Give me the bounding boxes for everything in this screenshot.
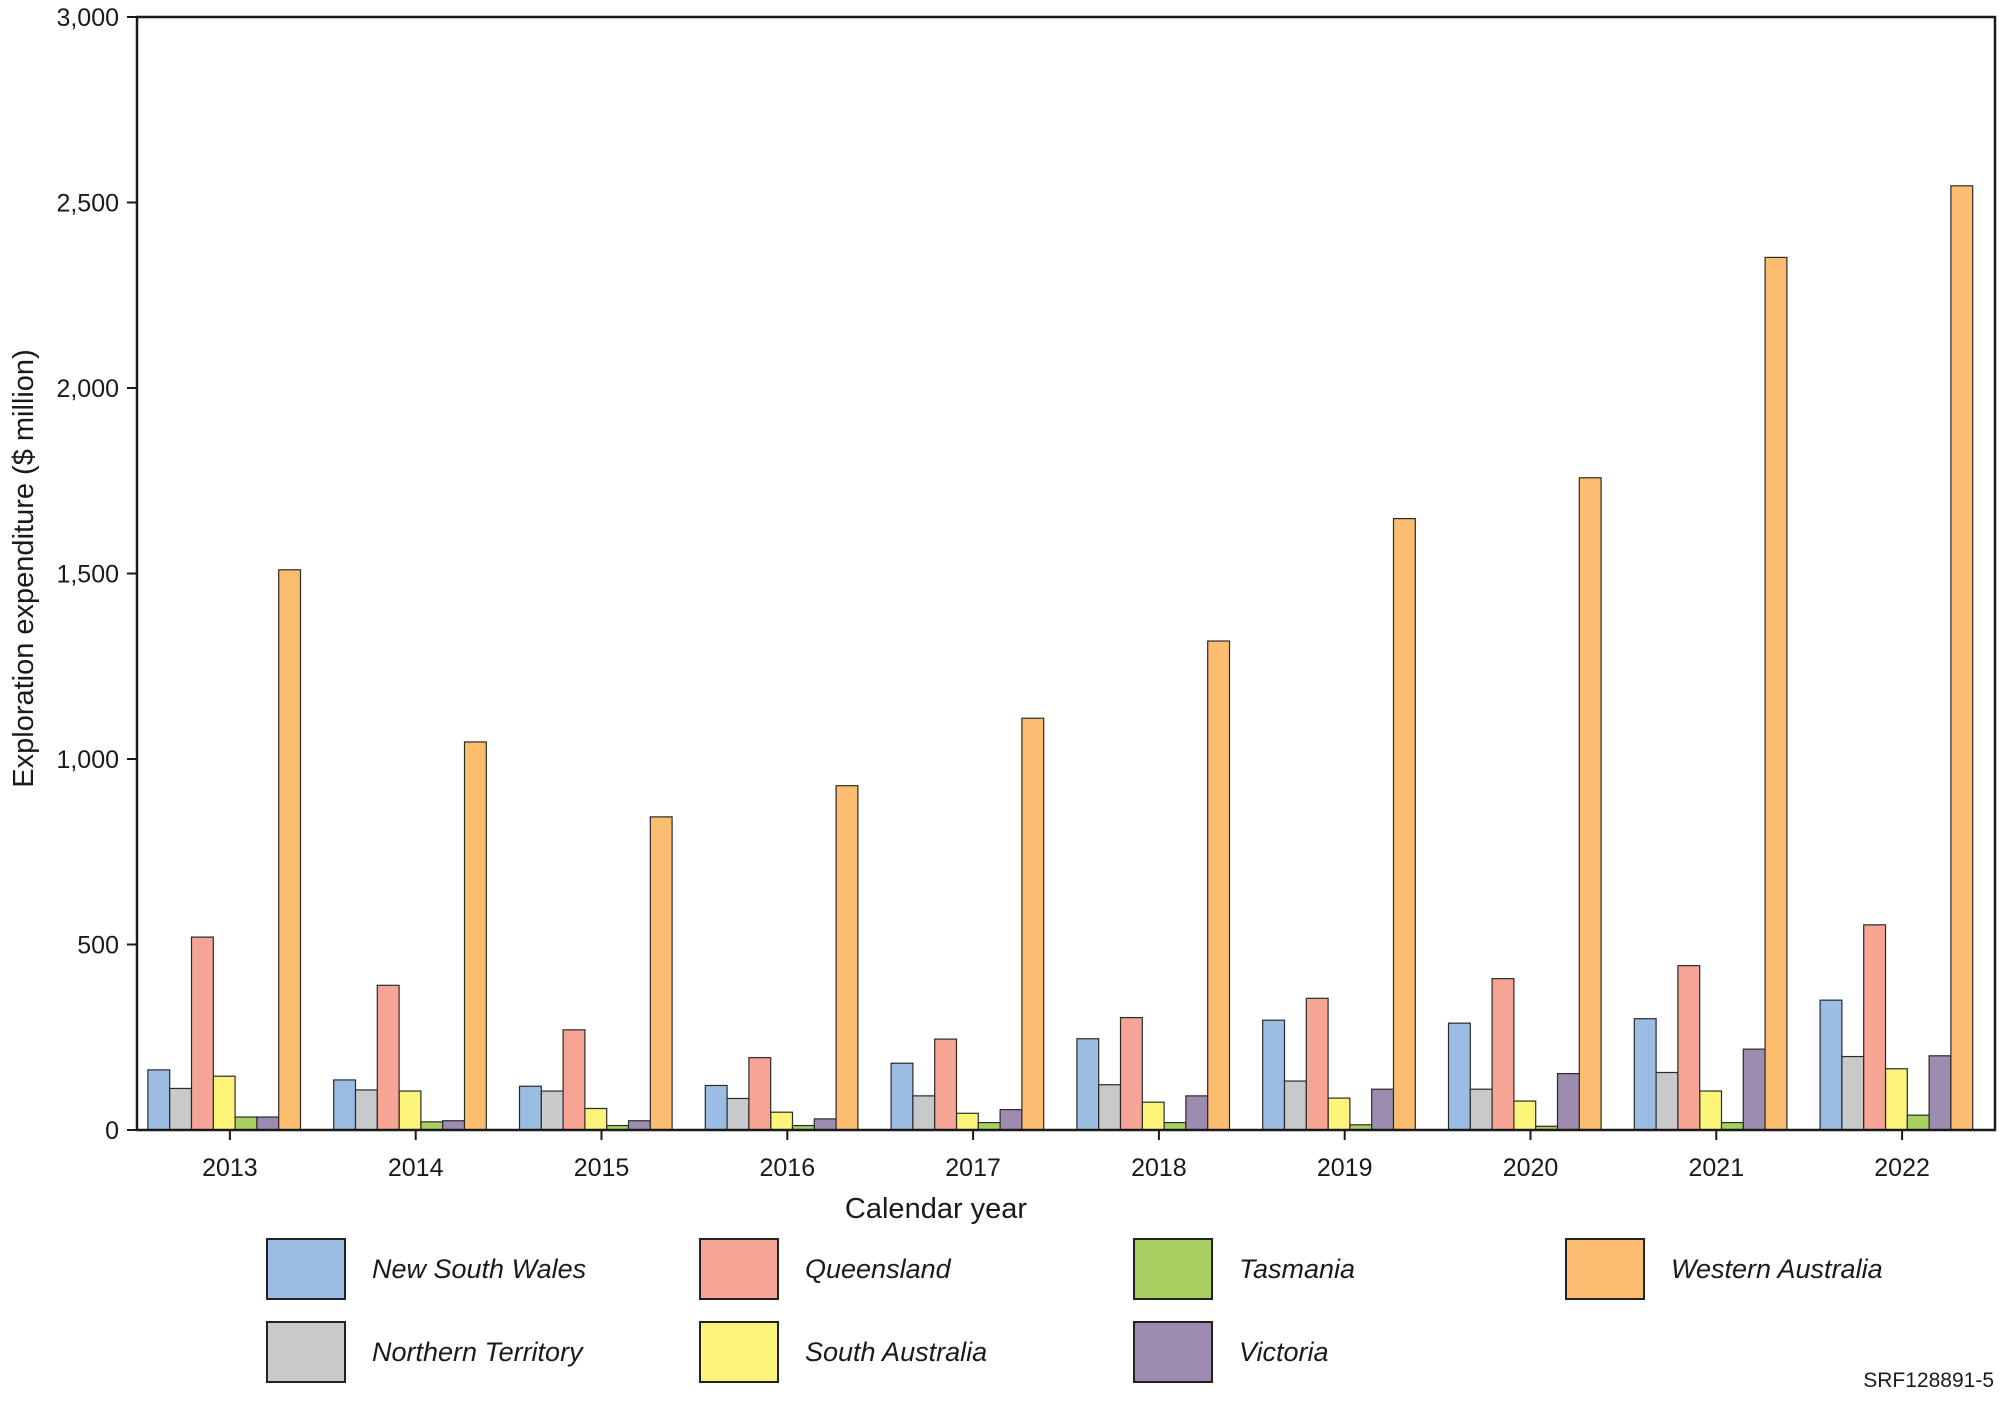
y-tick-label: 2,500 (56, 190, 119, 218)
bar-western-australia-2018 (1207, 640, 1231, 1131)
bar-new-south-wales-2022 (1819, 999, 1843, 1131)
x-tick-label: 2018 (1131, 1154, 1187, 1182)
x-tick-label: 2022 (1874, 1154, 1930, 1182)
x-tick-label: 2020 (1503, 1154, 1559, 1182)
bar-victoria-2017 (999, 1108, 1023, 1131)
bar-queensland-2014 (376, 984, 400, 1131)
y-tick-label: 1,500 (56, 561, 119, 589)
bar-northern-territory-2022 (1841, 1055, 1865, 1131)
bar-south-australia-2017 (955, 1112, 979, 1131)
bar-new-south-wales-2018 (1076, 1038, 1100, 1131)
y-axis-label: Exploration expenditure ($ million) (8, 349, 40, 787)
plot-frame (135, 15, 1997, 1132)
bar-new-south-wales-2017 (890, 1062, 914, 1131)
bar-queensland-2019 (1305, 997, 1329, 1131)
bar-western-australia-2013 (278, 569, 302, 1131)
bar-new-south-wales-2014 (333, 1079, 357, 1131)
figure-reference-code: SRF128891-5 (1863, 1369, 1994, 1392)
bar-victoria-2021 (1742, 1048, 1766, 1131)
bar-south-australia-2020 (1513, 1100, 1537, 1131)
bar-queensland-2016 (748, 1057, 772, 1131)
bar-victoria-2015 (627, 1120, 651, 1131)
bar-western-australia-2017 (1021, 717, 1045, 1131)
y-tick-label: 500 (77, 932, 119, 960)
y-tick-label: 3,000 (56, 4, 119, 32)
bar-south-australia-2022 (1884, 1068, 1908, 1131)
x-tick-label: 2017 (945, 1154, 1001, 1182)
bar-northern-territory-2015 (540, 1090, 564, 1131)
bar-victoria-2014 (442, 1120, 466, 1131)
bar-new-south-wales-2013 (147, 1069, 171, 1131)
bar-victoria-2013 (256, 1116, 280, 1131)
x-axis-label: Calendar year (845, 1193, 1027, 1225)
bar-new-south-wales-2019 (1262, 1019, 1286, 1131)
bar-tasmania-2013 (234, 1116, 258, 1131)
x-tick-label: 2016 (759, 1154, 815, 1182)
bars-layer (147, 185, 1974, 1131)
x-tick-label: 2015 (574, 1154, 630, 1182)
x-tick-label: 2019 (1317, 1154, 1373, 1182)
bar-south-australia-2019 (1327, 1097, 1351, 1131)
bar-northern-territory-2018 (1098, 1084, 1122, 1131)
bar-queensland-2020 (1491, 978, 1515, 1131)
bar-queensland-2021 (1677, 965, 1701, 1131)
bar-western-australia-2019 (1392, 517, 1416, 1131)
bar-new-south-wales-2021 (1633, 1018, 1657, 1131)
bar-queensland-2018 (1119, 1016, 1143, 1131)
bar-south-australia-2015 (584, 1107, 608, 1131)
bar-western-australia-2015 (649, 816, 673, 1131)
bar-northern-territory-2021 (1655, 1071, 1679, 1131)
bar-tasmania-2022 (1906, 1114, 1930, 1131)
bar-south-australia-2018 (1141, 1101, 1165, 1131)
plot-border (135, 15, 1997, 1132)
bar-victoria-2020 (1556, 1073, 1580, 1131)
bar-victoria-2018 (1185, 1095, 1209, 1131)
bar-northern-territory-2016 (726, 1097, 750, 1131)
bar-western-australia-2016 (835, 785, 859, 1131)
bar-new-south-wales-2020 (1447, 1022, 1471, 1131)
x-tick-label: 2014 (388, 1154, 444, 1182)
bar-northern-territory-2014 (354, 1089, 378, 1131)
bar-western-australia-2021 (1764, 256, 1788, 1131)
bar-northern-territory-2017 (912, 1095, 936, 1131)
axis-labels-layer: 0 500 1,000 1,500 2,000 2,500 3,000 2013 2014 201… (8, 4, 1930, 1225)
bar-western-australia-2020 (1578, 477, 1602, 1131)
bar-victoria-2019 (1371, 1088, 1395, 1131)
x-tick-label: 2021 (1688, 1154, 1744, 1182)
bar-south-australia-2021 (1699, 1090, 1723, 1131)
bar-northern-territory-2019 (1283, 1080, 1307, 1131)
bar-queensland-2022 (1863, 924, 1887, 1131)
bar-queensland-2017 (934, 1038, 958, 1131)
bar-south-australia-2016 (770, 1111, 794, 1131)
bar-south-australia-2014 (398, 1090, 422, 1131)
bar-new-south-wales-2015 (518, 1085, 542, 1131)
bar-queensland-2015 (562, 1029, 586, 1131)
bar-victoria-2022 (1928, 1055, 1952, 1131)
bar-northern-territory-2013 (169, 1087, 193, 1131)
bar-queensland-2013 (190, 936, 214, 1131)
bar-western-australia-2014 (463, 741, 487, 1131)
bar-new-south-wales-2016 (704, 1084, 728, 1131)
bar-south-australia-2013 (212, 1075, 236, 1131)
y-tick-label: 0 (105, 1117, 119, 1145)
bar-western-australia-2022 (1950, 185, 1974, 1131)
y-tick-label: 1,000 (56, 746, 119, 774)
y-tick-label: 2,000 (56, 375, 119, 403)
bar-victoria-2016 (813, 1118, 837, 1131)
bar-northern-territory-2020 (1469, 1088, 1493, 1131)
axes (127, 16, 1904, 1140)
x-tick-label: 2013 (202, 1154, 258, 1182)
